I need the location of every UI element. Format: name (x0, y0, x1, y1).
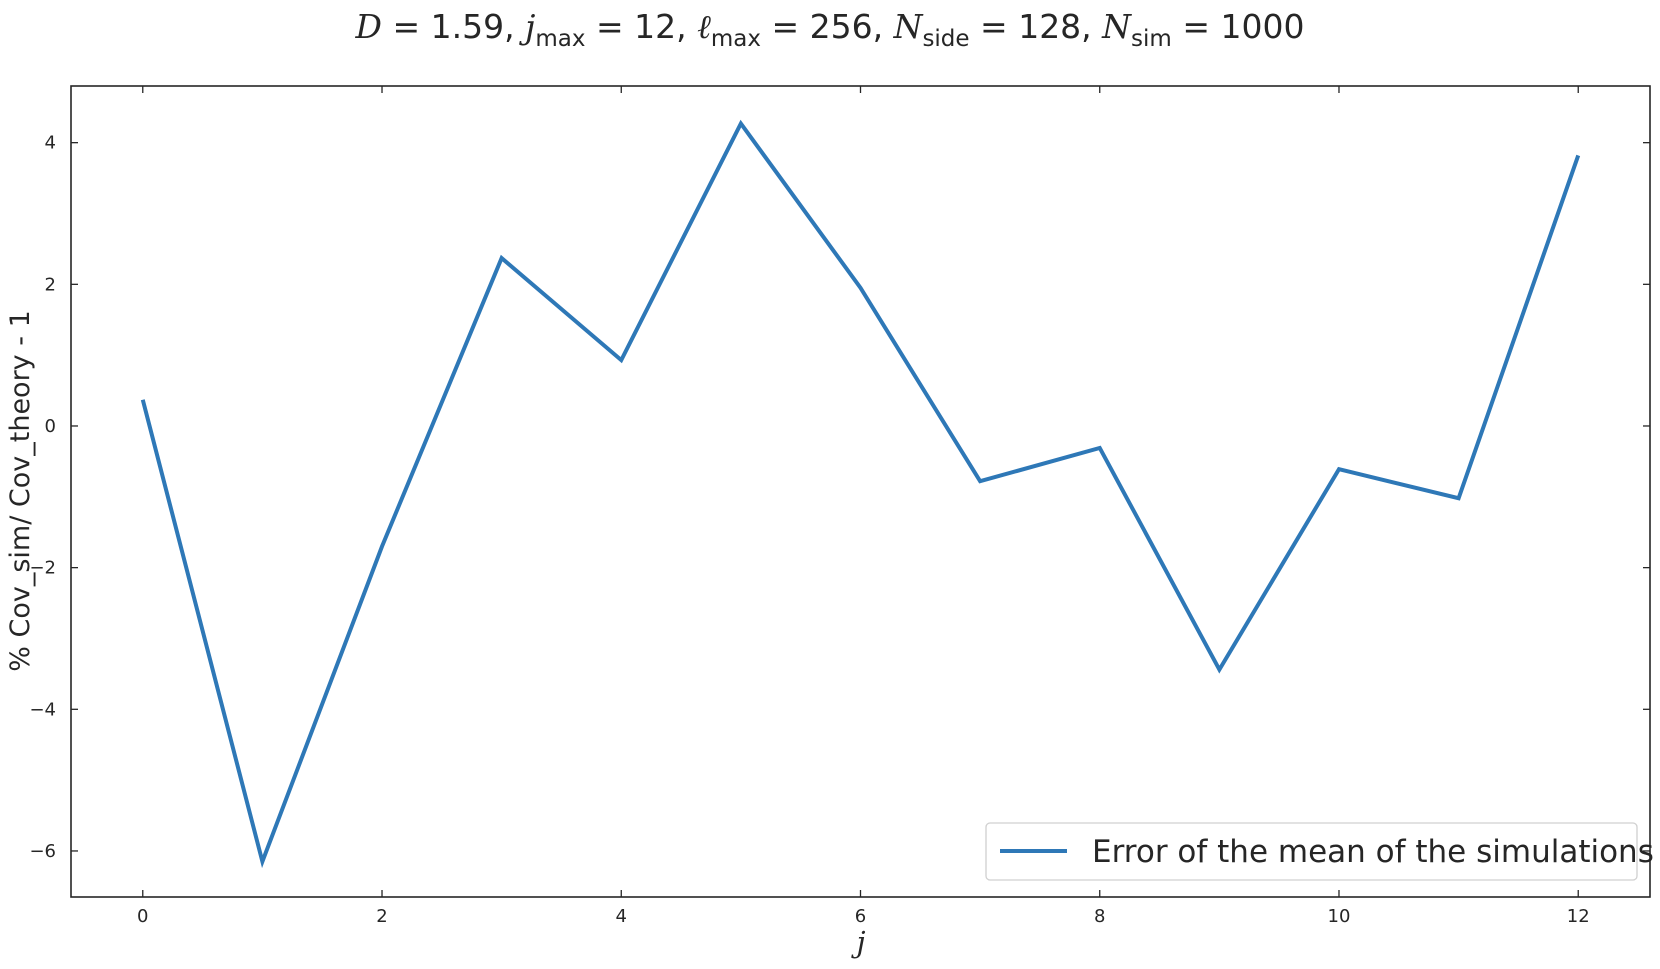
legend: Error of the mean of the simulations (985, 822, 1654, 881)
chart-title: D = 1.59, jmax = 12, ℓmax = 256, Nside =… (355, 7, 1305, 52)
title-nsim-value: = 1000 (1172, 7, 1305, 46)
title-d-value: = 1.59, (382, 7, 525, 46)
title-j-subscript: max (535, 26, 585, 52)
y-axis-ticks: −6 −4 −2 0 2 4 (29, 133, 1650, 862)
title-nside-symbol: N (893, 7, 924, 46)
title-nside-value: = 128, (970, 7, 1103, 46)
x-tick-label: 6 (855, 906, 866, 927)
title-l-subscript: max (711, 26, 761, 52)
x-axis-ticks: 0 2 4 6 8 10 12 (137, 86, 1590, 927)
series-line (140, 119, 1581, 869)
plot-frame (70, 85, 1651, 898)
title-nside-subscript: side (922, 26, 969, 52)
legend-entry-label: Error of the mean of the simulations (1092, 834, 1654, 870)
x-tick-label: 2 (376, 906, 387, 927)
y-tick-label: −4 (29, 699, 56, 720)
x-tick-label: 10 (1328, 906, 1351, 927)
legend-box (985, 822, 1638, 881)
title-l-value: = 256, (761, 7, 894, 46)
y-tick-label: 0 (45, 416, 56, 437)
y-tick-label: −2 (29, 558, 56, 579)
y-tick-label: 2 (45, 274, 56, 295)
series-layer (140, 119, 1581, 869)
x-tick-label: 8 (1094, 906, 1105, 927)
x-tick-label: 12 (1567, 906, 1590, 927)
title-l-symbol: ℓ (697, 7, 711, 46)
y-tick-label: 4 (45, 133, 56, 154)
title-d-symbol: D (355, 7, 382, 46)
y-tick-label: −6 (29, 841, 56, 862)
x-axis-label: j (851, 925, 866, 959)
title-nsim-symbol: N (1101, 7, 1132, 46)
x-tick-label: 0 (137, 906, 148, 927)
title-j-value: = 12, (585, 7, 697, 46)
title-nsim-subscript: sim (1131, 26, 1172, 52)
y-axis-label: % Cov_sim/ Cov_theory - 1 (5, 310, 36, 671)
x-tick-label: 4 (616, 906, 627, 927)
